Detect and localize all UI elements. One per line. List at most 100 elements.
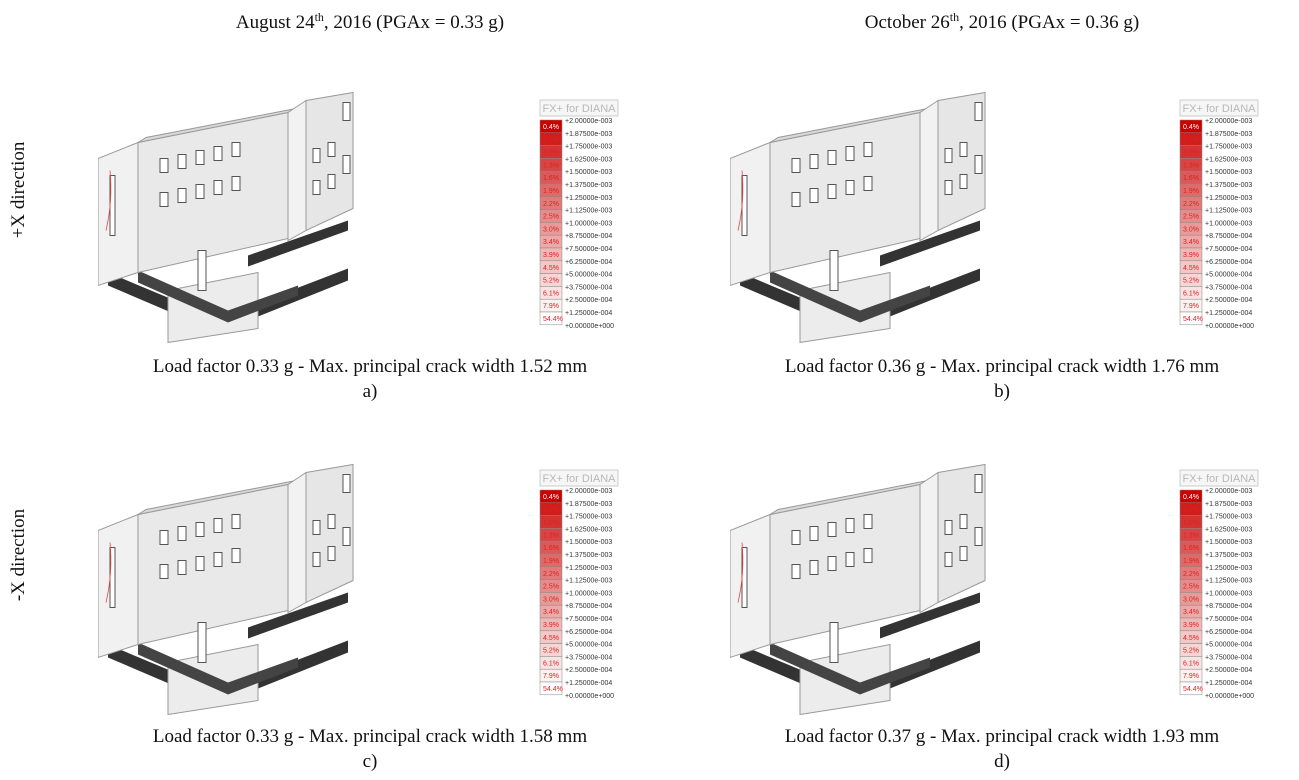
legend-value: +0.00000e+000 bbox=[565, 323, 614, 330]
legend-value: +7.50000e-004 bbox=[565, 246, 612, 253]
legend-value: +1.62500e-003 bbox=[1205, 526, 1252, 533]
legend-value: +0.00000e+000 bbox=[1205, 323, 1254, 330]
legend-title: FX+ for DIANA bbox=[542, 103, 616, 115]
legend-value: +1.87500e-003 bbox=[565, 501, 612, 508]
legend-value: +1.75000e-003 bbox=[1205, 514, 1252, 521]
legend-value: +2.50000e-004 bbox=[1205, 667, 1252, 674]
legend-percentage: 1.0% bbox=[1183, 520, 1199, 527]
legend-percentage: 6.1% bbox=[1183, 290, 1199, 297]
legend-percentage: 1.9% bbox=[543, 558, 559, 565]
panel-letter: b) bbox=[994, 381, 1010, 402]
legend-percentage: 3.4% bbox=[543, 239, 559, 246]
legend-value: +5.00000e-004 bbox=[565, 272, 612, 279]
legend-value: +0.00000e+000 bbox=[565, 693, 614, 700]
legend-value: +5.00000e-004 bbox=[1205, 642, 1252, 649]
legend-percentage: 0.7% bbox=[1183, 137, 1199, 144]
legend-value: +1.50000e-003 bbox=[565, 169, 612, 176]
legend-percentage: 4.5% bbox=[1183, 265, 1199, 272]
legend-value: +1.25000e-003 bbox=[1205, 195, 1252, 202]
legend-value: +5.00000e-004 bbox=[565, 642, 612, 649]
legend-percentage: 3.4% bbox=[1183, 609, 1199, 616]
row-label: -X direction bbox=[8, 508, 29, 601]
legend-percentage: 1.3% bbox=[543, 532, 559, 539]
legend-value: +3.75000e-004 bbox=[1205, 654, 1252, 661]
legend-percentage: 1.3% bbox=[1183, 532, 1199, 539]
header-date: August 24 bbox=[236, 12, 315, 33]
legend-value: +8.75000e-004 bbox=[565, 233, 612, 240]
legend-percentage: 0.4% bbox=[1183, 494, 1199, 501]
column-header: October 26th, 2016 (PGAx = 0.36 g) bbox=[865, 10, 1139, 33]
legend-value: +0.00000e+000 bbox=[1205, 693, 1254, 700]
legend-value: +1.00000e-003 bbox=[1205, 590, 1252, 597]
legend-percentage: 54.4% bbox=[543, 686, 563, 693]
caption: Load factor 0.33 g - Max. principal crac… bbox=[153, 356, 587, 377]
legend-percentage: 1.6% bbox=[1183, 545, 1199, 552]
legend-value: +1.00000e-003 bbox=[565, 590, 612, 597]
legend-percentage: 6.1% bbox=[543, 290, 559, 297]
panel-letter: a) bbox=[363, 381, 378, 402]
legend-value: +1.00000e-003 bbox=[565, 220, 612, 227]
legend-percentage: 5.2% bbox=[543, 278, 559, 285]
legend-percentage: 4.5% bbox=[543, 635, 559, 642]
legend-percentage: 3.9% bbox=[1183, 622, 1199, 629]
header-date: October 26 bbox=[865, 12, 950, 33]
legend-percentage: 3.0% bbox=[1183, 226, 1199, 233]
legend-percentage: 7.9% bbox=[1183, 673, 1199, 680]
panel-letter: c) bbox=[363, 751, 378, 772]
legend-value: +1.25000e-004 bbox=[565, 680, 612, 687]
legend-percentage: 1.3% bbox=[543, 162, 559, 169]
legend-percentage: 54.4% bbox=[1183, 686, 1203, 693]
legend-percentage: 1.9% bbox=[543, 188, 559, 195]
legend-percentage: 3.9% bbox=[543, 252, 559, 259]
legend-value: +2.00000e-003 bbox=[565, 118, 612, 125]
legend-percentage: 4.5% bbox=[543, 265, 559, 272]
legend-value: +2.50000e-004 bbox=[1205, 297, 1252, 304]
legend-value: +1.37500e-003 bbox=[1205, 182, 1252, 189]
legend-value: +1.37500e-003 bbox=[565, 182, 612, 189]
legend-value: +7.50000e-004 bbox=[565, 616, 612, 623]
legend-value: +1.25000e-003 bbox=[1205, 565, 1252, 572]
building-model bbox=[730, 465, 985, 715]
legend-percentage: 2.2% bbox=[543, 571, 559, 578]
figure: August 24th, 2016 (PGAx = 0.33 g) Octobe… bbox=[0, 0, 1299, 780]
legend-percentage: 1.3% bbox=[1183, 162, 1199, 169]
legend-percentage: 7.9% bbox=[543, 303, 559, 310]
legend-percentage: 1.0% bbox=[1183, 150, 1199, 157]
header-sup: th bbox=[950, 10, 959, 24]
page: August 24th, 2016 (PGAx = 0.33 g) Octobe… bbox=[0, 0, 1299, 780]
legend-percentage: 3.9% bbox=[1183, 252, 1199, 259]
legend-value: +2.50000e-004 bbox=[565, 297, 612, 304]
legend-percentage: 1.0% bbox=[543, 520, 559, 527]
legend-value: +1.62500e-003 bbox=[565, 526, 612, 533]
legend-value: +1.50000e-003 bbox=[1205, 539, 1252, 546]
legend-title: FX+ for DIANA bbox=[542, 473, 616, 485]
legend-percentage: 6.1% bbox=[1183, 660, 1199, 667]
legend-value: +3.75000e-004 bbox=[565, 654, 612, 661]
header-sup: th bbox=[315, 10, 324, 24]
legend-percentage: 0.7% bbox=[543, 507, 559, 514]
legend-percentage: 2.5% bbox=[1183, 584, 1199, 591]
legend-value: +1.50000e-003 bbox=[565, 539, 612, 546]
row-label: +X direction bbox=[8, 141, 29, 238]
legend-percentage: 3.9% bbox=[543, 622, 559, 629]
legend-percentage: 2.2% bbox=[1183, 571, 1199, 578]
legend-value: +1.87500e-003 bbox=[565, 131, 612, 138]
legend-value: +8.75000e-004 bbox=[1205, 233, 1252, 240]
legend-percentage: 1.6% bbox=[1183, 175, 1199, 182]
legend-value: +6.25000e-004 bbox=[1205, 629, 1252, 636]
legend-percentage: 2.5% bbox=[1183, 214, 1199, 221]
legend-percentage: 3.0% bbox=[543, 596, 559, 603]
legend-percentage: 1.6% bbox=[543, 545, 559, 552]
legend-percentage: 6.1% bbox=[543, 660, 559, 667]
legend-percentage: 1.0% bbox=[543, 150, 559, 157]
legend-value: +1.62500e-003 bbox=[1205, 156, 1252, 163]
legend-percentage: 1.6% bbox=[543, 175, 559, 182]
legend-value: +1.25000e-004 bbox=[565, 310, 612, 317]
legend-percentage: 3.4% bbox=[543, 609, 559, 616]
legend-value: +6.25000e-004 bbox=[565, 259, 612, 266]
legend-percentage: 5.2% bbox=[1183, 648, 1199, 655]
legend-percentage: 3.0% bbox=[1183, 596, 1199, 603]
legend-percentage: 0.7% bbox=[1183, 507, 1199, 514]
legend-value: +1.62500e-003 bbox=[565, 156, 612, 163]
legend-percentage: 2.5% bbox=[543, 214, 559, 221]
